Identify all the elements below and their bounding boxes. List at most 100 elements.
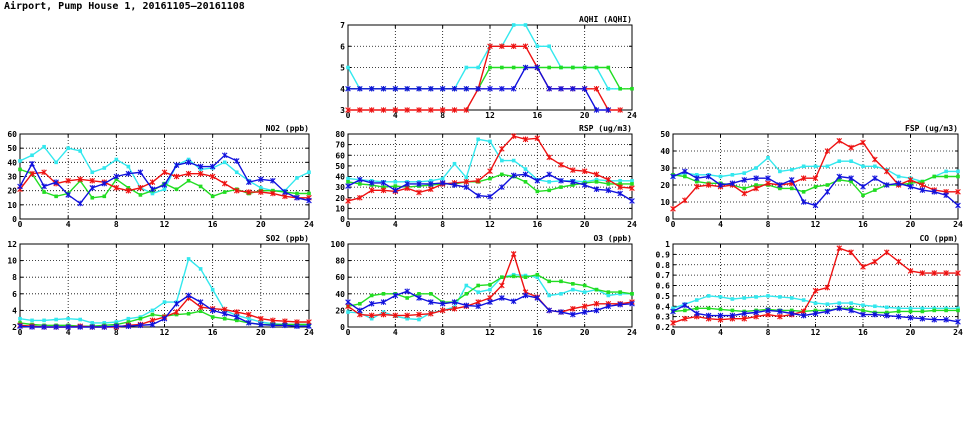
data-point	[594, 65, 599, 70]
data-point	[825, 302, 830, 306]
data-point	[464, 175, 469, 180]
data-point	[488, 287, 492, 292]
data-point	[617, 107, 623, 113]
data-point	[42, 144, 46, 149]
data-point	[730, 297, 735, 301]
data-point	[693, 175, 700, 181]
data-point	[765, 180, 771, 187]
y-tick-label: 7	[340, 21, 345, 30]
data-point	[895, 313, 902, 320]
data-point	[849, 159, 853, 163]
data-point	[706, 294, 711, 298]
data-point	[451, 85, 458, 92]
data-point	[29, 160, 35, 167]
data-point	[270, 190, 276, 197]
data-point	[848, 144, 854, 151]
data-point	[393, 180, 398, 184]
data-point	[476, 65, 480, 70]
data-point	[884, 310, 889, 315]
data-point	[919, 187, 926, 193]
y-tick-label: 100	[331, 240, 346, 249]
data-point	[30, 318, 34, 323]
y-tick-label: 20	[7, 187, 17, 196]
data-point	[500, 158, 504, 163]
data-point	[307, 191, 311, 196]
data-point	[896, 174, 901, 179]
y-tick-label: 0	[340, 215, 345, 224]
data-point	[246, 320, 252, 326]
data-point	[150, 191, 155, 196]
data-point	[439, 307, 446, 314]
chart-title: RSP (ug/m3)	[579, 124, 632, 133]
data-point	[730, 173, 735, 177]
data-point	[861, 164, 865, 169]
data-point	[137, 169, 144, 176]
y-tick-label: 50	[660, 130, 670, 139]
x-tick-label: 16	[533, 328, 543, 337]
data-point	[368, 85, 375, 92]
data-point	[114, 157, 119, 162]
series-red	[670, 245, 961, 326]
x-tick-label: 24	[627, 111, 637, 120]
data-point	[546, 154, 552, 161]
data-point	[605, 187, 612, 194]
data-point	[546, 85, 552, 92]
data-point	[234, 170, 239, 175]
data-point	[500, 275, 504, 279]
data-point	[17, 323, 23, 329]
y-tick-label: 30	[7, 173, 17, 182]
data-point	[210, 315, 215, 319]
y-tick-label: 50	[7, 144, 17, 153]
data-point	[824, 148, 831, 154]
data-point	[558, 85, 564, 92]
data-point	[222, 190, 227, 194]
data-point	[416, 107, 422, 113]
data-point	[848, 249, 854, 256]
data-point	[306, 323, 312, 329]
data-point	[742, 186, 747, 191]
y-tick-label: 0	[665, 215, 670, 224]
y-tick-label: 0.9	[656, 250, 671, 259]
x-tick-label: 12	[485, 328, 495, 337]
data-point	[788, 177, 795, 183]
data-point	[547, 293, 551, 298]
x-tick-label: 12	[160, 220, 170, 229]
data-point	[717, 182, 724, 188]
data-point	[357, 107, 363, 113]
chart-aqhi: 0 4 8 12 16 20 24 3 4 5 6 7 AQHI (AQHI)	[340, 15, 637, 120]
data-point	[800, 175, 807, 181]
data-point	[535, 44, 540, 49]
data-point	[717, 312, 724, 319]
data-point	[944, 169, 948, 174]
data-point	[617, 190, 623, 197]
y-tick-label: 6	[340, 42, 345, 51]
data-point	[956, 169, 960, 174]
series-blue	[670, 302, 961, 325]
chart-title: AQHI (AQHI)	[579, 15, 632, 24]
data-point	[849, 179, 853, 184]
data-point	[440, 176, 445, 181]
data-point	[742, 296, 747, 300]
data-point	[499, 282, 505, 289]
y-tick-label: 30	[660, 164, 670, 173]
data-point	[405, 316, 409, 321]
data-point	[90, 170, 95, 175]
data-point	[476, 137, 480, 142]
data-point	[41, 169, 47, 176]
data-point	[617, 184, 623, 190]
data-point	[593, 186, 600, 193]
data-point	[102, 321, 107, 325]
data-point	[137, 322, 144, 329]
data-point	[778, 169, 782, 174]
data-point	[559, 292, 563, 296]
data-point	[884, 305, 889, 310]
data-point	[813, 301, 818, 305]
data-point	[896, 309, 901, 314]
data-point	[729, 180, 736, 187]
data-point	[535, 272, 540, 277]
data-point	[907, 314, 914, 321]
data-point	[186, 257, 191, 261]
data-point	[404, 85, 410, 92]
data-point	[511, 23, 516, 27]
